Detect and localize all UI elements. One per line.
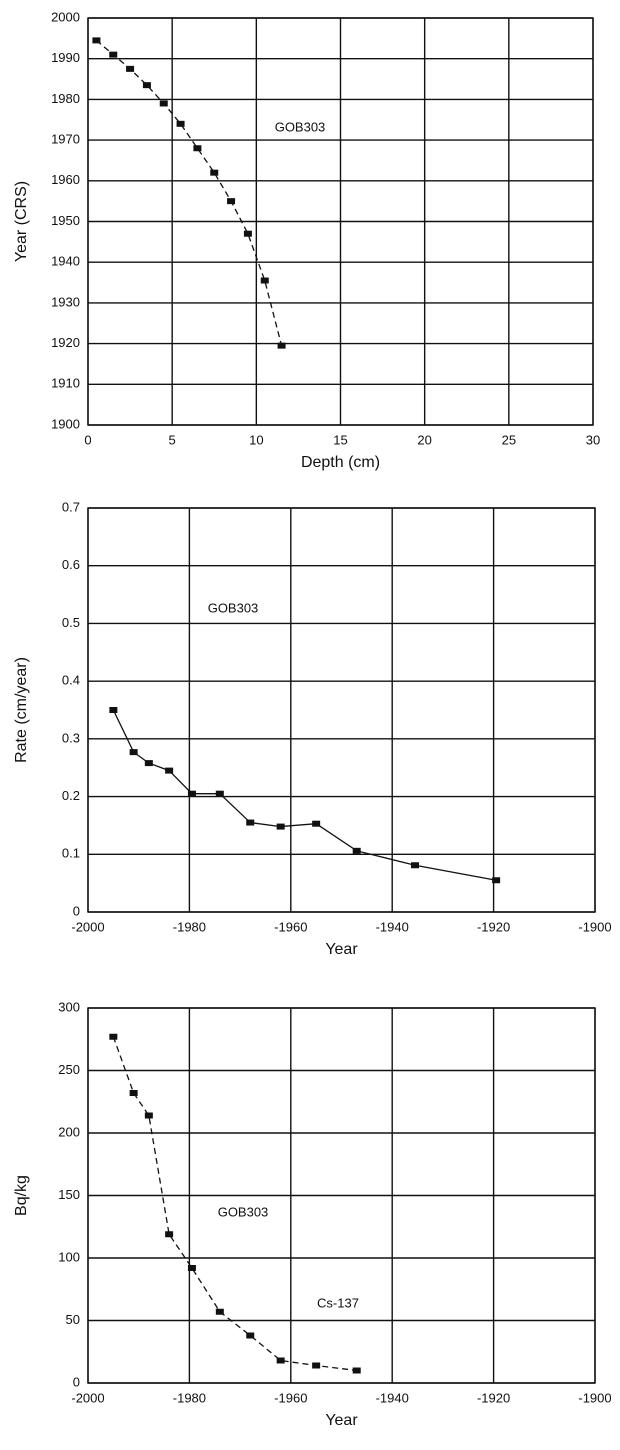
x-tick-label: -1960	[274, 919, 307, 934]
data-point	[492, 877, 501, 884]
x-tick-label: -1940	[376, 1390, 409, 1405]
data-point	[227, 198, 236, 205]
data-point	[246, 1332, 255, 1339]
y-axis-title: Year (CRS)	[13, 181, 30, 262]
y-tick-label: 1930	[51, 294, 80, 309]
y-tick-label: 150	[58, 1187, 80, 1202]
y-tick-label: 100	[58, 1249, 80, 1264]
x-tick-label: -1900	[578, 919, 611, 934]
y-tick-label: 0.1	[62, 846, 80, 861]
annotation: Cs-137	[317, 1295, 359, 1310]
data-point	[129, 1090, 138, 1096]
data-point	[187, 1265, 196, 1271]
data-point	[243, 230, 252, 237]
y-tick-label: 0.3	[62, 730, 80, 745]
y-tick-label: 2000	[51, 9, 80, 24]
data-point	[126, 65, 135, 72]
x-tick-label: -1980	[173, 919, 206, 934]
x-tick-label: 25	[502, 432, 516, 447]
x-axis-title: Year	[325, 1412, 358, 1429]
plot-frame	[87, 17, 594, 426]
x-axis-title: Depth (cm)	[301, 454, 380, 471]
x-tick-label: 10	[249, 432, 263, 447]
y-tick-label: 0.2	[62, 788, 80, 803]
annotation: GOB303	[275, 119, 326, 134]
y-tick-label: 1910	[51, 376, 80, 391]
x-tick-label: -1920	[477, 1390, 510, 1405]
y-tick-label: 0	[73, 1374, 80, 1389]
x-tick-label: 15	[333, 432, 347, 447]
y-tick-label: 1950	[51, 213, 80, 228]
x-tick-label: -1960	[274, 1390, 307, 1405]
data-point	[109, 51, 118, 58]
y-axis-title: Rate (cm/year)	[13, 657, 30, 763]
x-tick-label: 0	[84, 432, 91, 447]
data-point	[215, 1308, 224, 1315]
data-point	[276, 823, 285, 830]
data-point	[352, 847, 361, 854]
x-tick-label: -1940	[376, 919, 409, 934]
x-tick-label: -2000	[71, 1390, 104, 1405]
y-tick-label: 1940	[51, 254, 80, 269]
data-point	[109, 1033, 118, 1040]
data-point	[411, 862, 420, 869]
data-point	[276, 1357, 285, 1364]
x-tick-label: -1980	[173, 1390, 206, 1405]
y-tick-label: 0.5	[62, 615, 80, 630]
data-point	[144, 760, 153, 767]
data-point	[277, 342, 286, 349]
y-tick-label: 0.4	[62, 673, 80, 688]
x-tick-label: -2000	[71, 919, 104, 934]
data-point	[176, 120, 185, 127]
y-tick-label: 1900	[51, 416, 80, 431]
y-tick-label: 1980	[51, 91, 80, 106]
y-tick-label: 1970	[51, 132, 80, 147]
y-tick-label: 1920	[51, 335, 80, 350]
data-point	[165, 767, 174, 774]
x-tick-label: -1920	[477, 919, 510, 934]
y-tick-label: 200	[58, 1124, 80, 1139]
annotation: GOB303	[208, 600, 259, 615]
y-axis-title: Bq/kg	[13, 1175, 30, 1216]
data-point	[109, 707, 118, 713]
y-tick-label: 0.7	[62, 499, 80, 514]
x-tick-label: -1900	[578, 1390, 611, 1405]
data-point	[312, 820, 321, 827]
y-tick-label: 1960	[51, 172, 80, 187]
data-point	[129, 749, 138, 756]
y-tick-label: 250	[58, 1062, 80, 1077]
y-tick-label: 300	[58, 999, 80, 1014]
data-line	[95, 39, 283, 346]
data-point	[159, 100, 168, 107]
x-axis-title: Year	[325, 941, 358, 958]
x-tick-label: 5	[169, 432, 176, 447]
data-point	[312, 1362, 321, 1369]
data-point	[142, 82, 151, 89]
data-point	[210, 169, 219, 176]
data-point	[187, 790, 196, 797]
y-tick-label: 0	[73, 903, 80, 918]
x-tick-label: 30	[586, 432, 600, 447]
data-point	[92, 37, 101, 44]
data-point	[193, 145, 202, 152]
y-tick-label: 1990	[51, 50, 80, 65]
y-tick-label: 0.6	[62, 557, 80, 572]
data-point	[260, 277, 269, 284]
data-point	[215, 790, 224, 797]
x-tick-label: 20	[417, 432, 431, 447]
annotation: GOB303	[218, 1204, 269, 1219]
data-point	[246, 819, 255, 826]
plot-frame	[87, 507, 596, 913]
data-point	[165, 1231, 174, 1238]
data-point	[144, 1112, 153, 1119]
data-line	[112, 1036, 357, 1372]
data-point	[352, 1367, 361, 1374]
plot-frame	[87, 1007, 596, 1384]
y-tick-label: 50	[66, 1312, 80, 1327]
